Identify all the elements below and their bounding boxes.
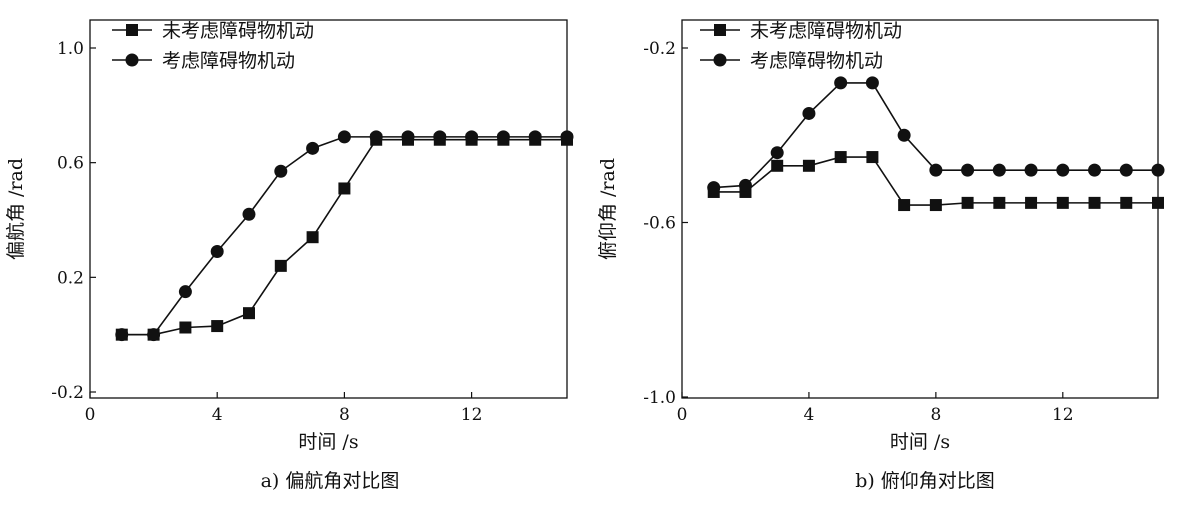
chart-caption: b) 俯仰角对比图	[855, 470, 995, 492]
x-tick-label: 12	[1052, 405, 1074, 425]
data-point	[242, 207, 256, 221]
data-point	[1025, 196, 1038, 209]
data-point	[992, 163, 1006, 177]
y-tick-label: -0.2	[51, 383, 84, 403]
data-point	[496, 130, 510, 144]
chart-panel-yaw: 0 4 8 12 -0.2 0.2 0.6 1.0 时间 /s 偏航角 /rad 未考虑障碍物机动考…	[5, 19, 574, 492]
data-point	[929, 163, 943, 177]
data-point	[274, 259, 287, 272]
legend-marker	[714, 24, 726, 36]
data-point	[961, 196, 974, 209]
x-tick-label: 4	[804, 405, 815, 425]
data-point	[802, 159, 815, 172]
data-point	[1088, 163, 1102, 177]
data-point	[1120, 196, 1133, 209]
data-point	[1151, 163, 1165, 177]
data-point	[1024, 163, 1038, 177]
data-point	[369, 130, 383, 144]
data-point	[401, 130, 415, 144]
x-axis-label: 时间 /s	[298, 431, 358, 453]
data-point	[1056, 196, 1069, 209]
x-axis-label: 时间 /s	[890, 431, 950, 453]
data-point	[179, 321, 192, 334]
x-tick-label: 8	[339, 405, 350, 425]
data-point	[211, 320, 224, 333]
legend-marker	[713, 53, 727, 67]
data-point	[465, 130, 479, 144]
series-line-unconsidered	[121, 138, 567, 336]
y-tick-label: -0.6	[643, 214, 676, 234]
data-point	[898, 199, 911, 212]
data-point	[802, 106, 816, 120]
data-point	[771, 159, 784, 172]
data-point	[993, 196, 1006, 209]
chart-caption: a) 偏航角对比图	[261, 470, 400, 492]
data-point	[306, 141, 320, 155]
legend-marker	[125, 53, 139, 67]
data-point	[528, 130, 542, 144]
data-point	[929, 199, 942, 212]
plot-frame	[89, 19, 568, 399]
data-point	[337, 130, 351, 144]
x-tick-label: 0	[85, 405, 96, 425]
data-point	[433, 130, 447, 144]
y-tick-label: 1.0	[57, 39, 84, 59]
data-point	[338, 182, 351, 195]
y-tick-label: 0.6	[57, 154, 84, 174]
data-point	[865, 76, 879, 90]
data-point	[115, 328, 129, 342]
y-tick-label: 0.2	[57, 268, 84, 288]
legend-label: 未考虑障碍物机动	[750, 20, 902, 42]
data-point	[707, 181, 721, 195]
data-point	[274, 164, 288, 178]
legend-label: 未考虑障碍物机动	[162, 20, 314, 42]
data-point	[306, 231, 319, 244]
x-tick-label: 4	[212, 405, 223, 425]
data-point	[1088, 196, 1101, 209]
data-point	[560, 130, 574, 144]
chart-panel-pitch: 0 4 8 12 -1.0 -0.6 -0.2 时间 /s 俯仰角 /rad 未考虑障碍物机动考虑…	[597, 19, 1165, 492]
data-point	[866, 151, 879, 164]
data-point	[1152, 196, 1164, 209]
data-point	[738, 178, 752, 192]
legend-label: 考虑障碍物机动	[750, 50, 883, 72]
data-point	[897, 128, 911, 142]
y-axis-label: 偏航角 /rad	[5, 158, 27, 260]
data-point	[1056, 163, 1070, 177]
data-point	[1119, 163, 1133, 177]
data-point	[770, 146, 784, 160]
legend-label: 考虑障碍物机动	[162, 50, 295, 72]
data-point	[834, 151, 847, 164]
data-point	[961, 163, 975, 177]
data-point	[243, 307, 255, 320]
data-point	[178, 285, 192, 299]
y-axis-label: 俯仰角 /rad	[597, 158, 619, 260]
x-tick-label: 8	[930, 405, 941, 425]
legend-marker	[126, 24, 138, 36]
x-tick-label: 12	[461, 405, 483, 425]
y-tick-label: -0.2	[643, 39, 676, 59]
data-point	[147, 328, 161, 342]
data-point	[210, 245, 224, 259]
plot-frame	[681, 19, 1159, 399]
data-point	[834, 76, 848, 90]
x-tick-label: 0	[677, 405, 688, 425]
series-line-considered	[121, 136, 567, 336]
y-tick-label: -1.0	[643, 388, 676, 408]
